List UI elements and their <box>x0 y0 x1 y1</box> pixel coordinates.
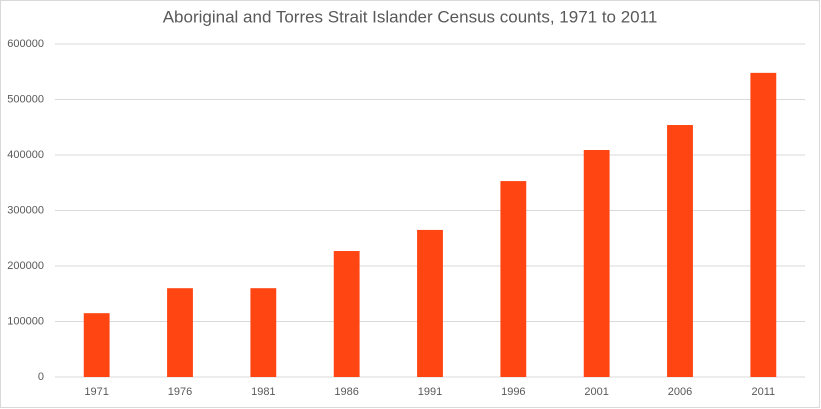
bar <box>417 229 443 377</box>
bar <box>750 72 777 378</box>
bar <box>333 251 360 377</box>
y-tick-label: 200000 <box>7 260 44 272</box>
x-tick-label: 2001 <box>584 386 608 398</box>
x-tick-label: 1986 <box>334 386 358 398</box>
bar <box>667 125 693 377</box>
bar <box>583 150 610 377</box>
bar <box>83 313 110 377</box>
x-tick-label: 2006 <box>668 386 692 398</box>
y-tick-label: 600000 <box>7 38 44 50</box>
y-tick-label: 0 <box>38 371 44 383</box>
x-tick-label: 1991 <box>418 386 442 398</box>
y-tick-label: 300000 <box>7 204 44 216</box>
chart-title: Aboriginal and Torres Strait Islander Ce… <box>163 7 658 26</box>
y-tick-label: 400000 <box>7 149 44 161</box>
y-tick-label: 100000 <box>7 315 44 327</box>
x-tick-label: 1996 <box>501 386 525 398</box>
bar <box>500 181 527 377</box>
bar <box>250 288 277 377</box>
x-tick-label: 1976 <box>168 386 192 398</box>
x-tick-label: 2011 <box>752 386 776 398</box>
bar <box>167 288 193 377</box>
x-tick-label: 1981 <box>251 386 275 398</box>
x-tick-label: 1971 <box>84 386 108 398</box>
y-tick-label: 500000 <box>7 93 44 105</box>
